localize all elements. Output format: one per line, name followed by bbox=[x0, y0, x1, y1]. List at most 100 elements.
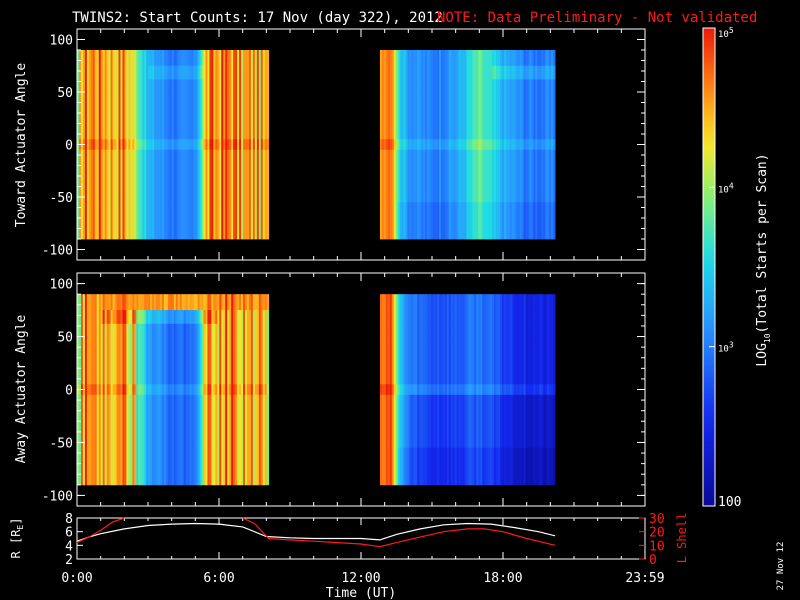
heatmap-cell bbox=[395, 447, 399, 486]
heatmap-cell bbox=[219, 447, 222, 486]
heatmap-cell bbox=[383, 202, 387, 240]
heatmap-cell bbox=[436, 294, 440, 311]
heatmap-cell bbox=[472, 149, 475, 203]
heatmap-cell bbox=[501, 294, 505, 311]
heatmap-cell bbox=[551, 336, 554, 385]
heatmap-cell bbox=[239, 447, 242, 486]
heatmap-cell bbox=[86, 394, 90, 449]
heatmap-cell bbox=[492, 79, 495, 93]
heatmap-cell bbox=[114, 79, 117, 93]
heatmap-cell bbox=[215, 149, 218, 203]
heatmap-cell bbox=[533, 394, 536, 449]
heatmap-cell bbox=[203, 336, 206, 385]
heatmap-cell bbox=[474, 202, 477, 240]
heatmap-cell bbox=[221, 50, 224, 67]
heatmap-cell bbox=[454, 394, 458, 449]
heatmap-cell bbox=[379, 336, 383, 385]
heatmap-cell bbox=[213, 336, 216, 385]
heatmap-cell bbox=[466, 294, 469, 311]
heatmap-cell bbox=[193, 92, 196, 140]
heatmap-cell bbox=[383, 294, 387, 311]
heatmap-cell bbox=[464, 202, 467, 240]
heatmap-cell bbox=[148, 394, 151, 449]
heatmap-cell bbox=[401, 149, 404, 203]
heatmap-cell bbox=[503, 294, 507, 311]
heatmap-cell bbox=[399, 92, 402, 140]
heatmap-cell bbox=[452, 447, 456, 486]
heatmap-cell bbox=[140, 139, 143, 151]
heatmap-cell bbox=[419, 92, 422, 140]
heatmap-cell bbox=[126, 202, 129, 240]
heatmap-cell bbox=[260, 447, 264, 486]
heatmap-cell bbox=[217, 149, 220, 203]
heatmap-cell bbox=[379, 139, 383, 151]
heatmap-cell bbox=[223, 202, 226, 240]
heatmap-cell bbox=[523, 384, 526, 396]
heatmap-cell bbox=[246, 310, 250, 325]
heatmap-cell bbox=[529, 202, 532, 240]
heatmap-cell bbox=[450, 65, 454, 80]
heatmap-cell bbox=[381, 92, 385, 140]
heatmap-cell bbox=[262, 79, 266, 93]
heatmap-cell bbox=[94, 336, 98, 385]
heatmap-cell bbox=[256, 202, 260, 240]
heatmap-cell bbox=[417, 447, 420, 486]
heatmap-cell bbox=[260, 394, 264, 449]
heatmap-cell bbox=[501, 384, 505, 396]
heatmap-cell bbox=[466, 92, 469, 140]
heatmap-cell bbox=[523, 139, 526, 151]
heatmap-cell bbox=[492, 65, 495, 80]
heatmap-cell bbox=[158, 79, 161, 93]
heatmap-cell bbox=[537, 139, 540, 151]
heatmap-cell bbox=[110, 310, 113, 325]
heatmap-cell bbox=[252, 139, 256, 151]
heatmap-cell bbox=[235, 65, 238, 80]
heatmap-cell bbox=[529, 92, 532, 140]
heatmap-cell bbox=[96, 336, 100, 385]
heatmap-cell bbox=[183, 202, 187, 240]
heatmap-cell bbox=[535, 310, 538, 325]
heatmap-cell bbox=[191, 384, 195, 396]
heatmap-cell bbox=[509, 384, 513, 396]
heatmap-cell bbox=[476, 149, 479, 203]
heatmap-cell bbox=[383, 384, 387, 396]
heatmap-cell bbox=[266, 310, 270, 325]
heatmap-cell bbox=[122, 336, 125, 385]
heatmap-cell bbox=[98, 384, 102, 396]
heatmap-cell bbox=[505, 92, 509, 140]
heatmap-cell bbox=[521, 336, 524, 385]
heatmap-cell bbox=[130, 50, 133, 67]
heatmap-cell bbox=[213, 323, 216, 337]
heatmap-cell bbox=[138, 310, 141, 325]
heatmap-cell bbox=[223, 323, 226, 337]
heatmap-cell bbox=[244, 394, 248, 449]
heatmap-cell bbox=[94, 92, 98, 140]
heatmap-cell bbox=[417, 323, 420, 337]
heatmap-cell bbox=[543, 92, 546, 140]
heatmap-cell bbox=[171, 149, 175, 203]
heatmap-cell bbox=[417, 202, 420, 240]
heatmap-cell bbox=[553, 202, 556, 240]
heatmap-cell bbox=[549, 310, 552, 325]
heatmap-cell bbox=[413, 394, 416, 449]
heatmap-cell bbox=[219, 294, 222, 311]
heatmap-cell bbox=[148, 149, 151, 203]
heatmap-cell bbox=[525, 310, 528, 325]
heatmap-cell bbox=[156, 149, 159, 203]
heatmap-cell bbox=[383, 447, 387, 486]
heatmap-cell bbox=[529, 336, 532, 385]
heatmap-cell bbox=[399, 65, 402, 80]
heatmap-cell bbox=[250, 139, 254, 151]
heatmap-cell bbox=[219, 92, 222, 140]
heatmap-cell bbox=[519, 79, 523, 93]
heatmap-cell bbox=[154, 50, 157, 67]
heatmap-cell bbox=[533, 384, 536, 396]
heatmap-cell bbox=[86, 65, 90, 80]
heatmap-cell bbox=[395, 79, 399, 93]
heatmap-cell bbox=[116, 336, 119, 385]
heatmap-cell bbox=[221, 394, 224, 449]
heatmap-cell bbox=[197, 92, 200, 140]
heatmap-cell bbox=[501, 65, 505, 80]
heatmap-cell bbox=[189, 65, 193, 80]
heatmap-cell bbox=[254, 447, 258, 486]
